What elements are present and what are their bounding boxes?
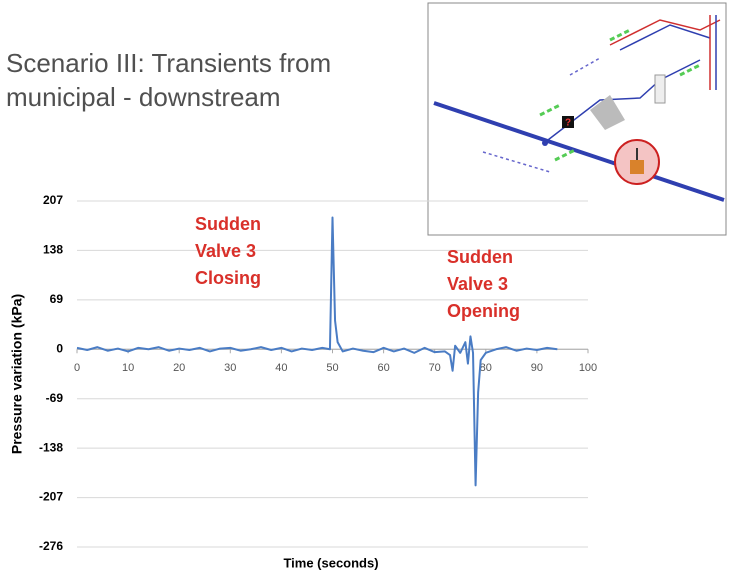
y-tick-label: -138 <box>39 440 63 454</box>
annotation: Opening <box>447 301 520 321</box>
inset-diagram: ? <box>427 2 727 236</box>
annotation: Sudden <box>195 214 261 234</box>
x-tick-label: 50 <box>326 362 338 374</box>
x-tick-label: 100 <box>579 362 597 374</box>
annotation: Valve 3 <box>447 274 508 294</box>
x-tick-label: 10 <box>122 362 134 374</box>
annotation: Valve 3 <box>195 241 256 261</box>
y-tick-label: 0 <box>56 341 63 355</box>
y-axis-label: Pressure variation (kPa) <box>9 294 25 454</box>
y-tick-label: 207 <box>43 193 63 207</box>
annotation: Sudden <box>447 247 513 267</box>
x-tick-label: 90 <box>531 362 543 374</box>
slide-title: Scenario III: Transients from municipal … <box>6 48 332 112</box>
y-tick-label: 138 <box>43 243 63 257</box>
x-axis-label: Time (seconds) <box>283 555 378 570</box>
annotation: Closing <box>195 268 261 288</box>
x-tick-label: 40 <box>275 362 287 374</box>
data-line <box>76 216 558 487</box>
y-tick-label: -276 <box>39 539 63 553</box>
x-tick-label: 30 <box>224 362 236 374</box>
y-tick-label: -69 <box>46 391 64 405</box>
x-tick-label: 70 <box>429 362 441 374</box>
x-tick-label: 80 <box>480 362 492 374</box>
x-tick-label: 20 <box>173 362 185 374</box>
x-tick-label: 60 <box>377 362 389 374</box>
y-tick-label: 69 <box>50 292 64 306</box>
y-tick-label: -207 <box>39 490 63 504</box>
inset-marker: ? <box>565 118 571 129</box>
x-tick-label: 0 <box>74 362 80 374</box>
